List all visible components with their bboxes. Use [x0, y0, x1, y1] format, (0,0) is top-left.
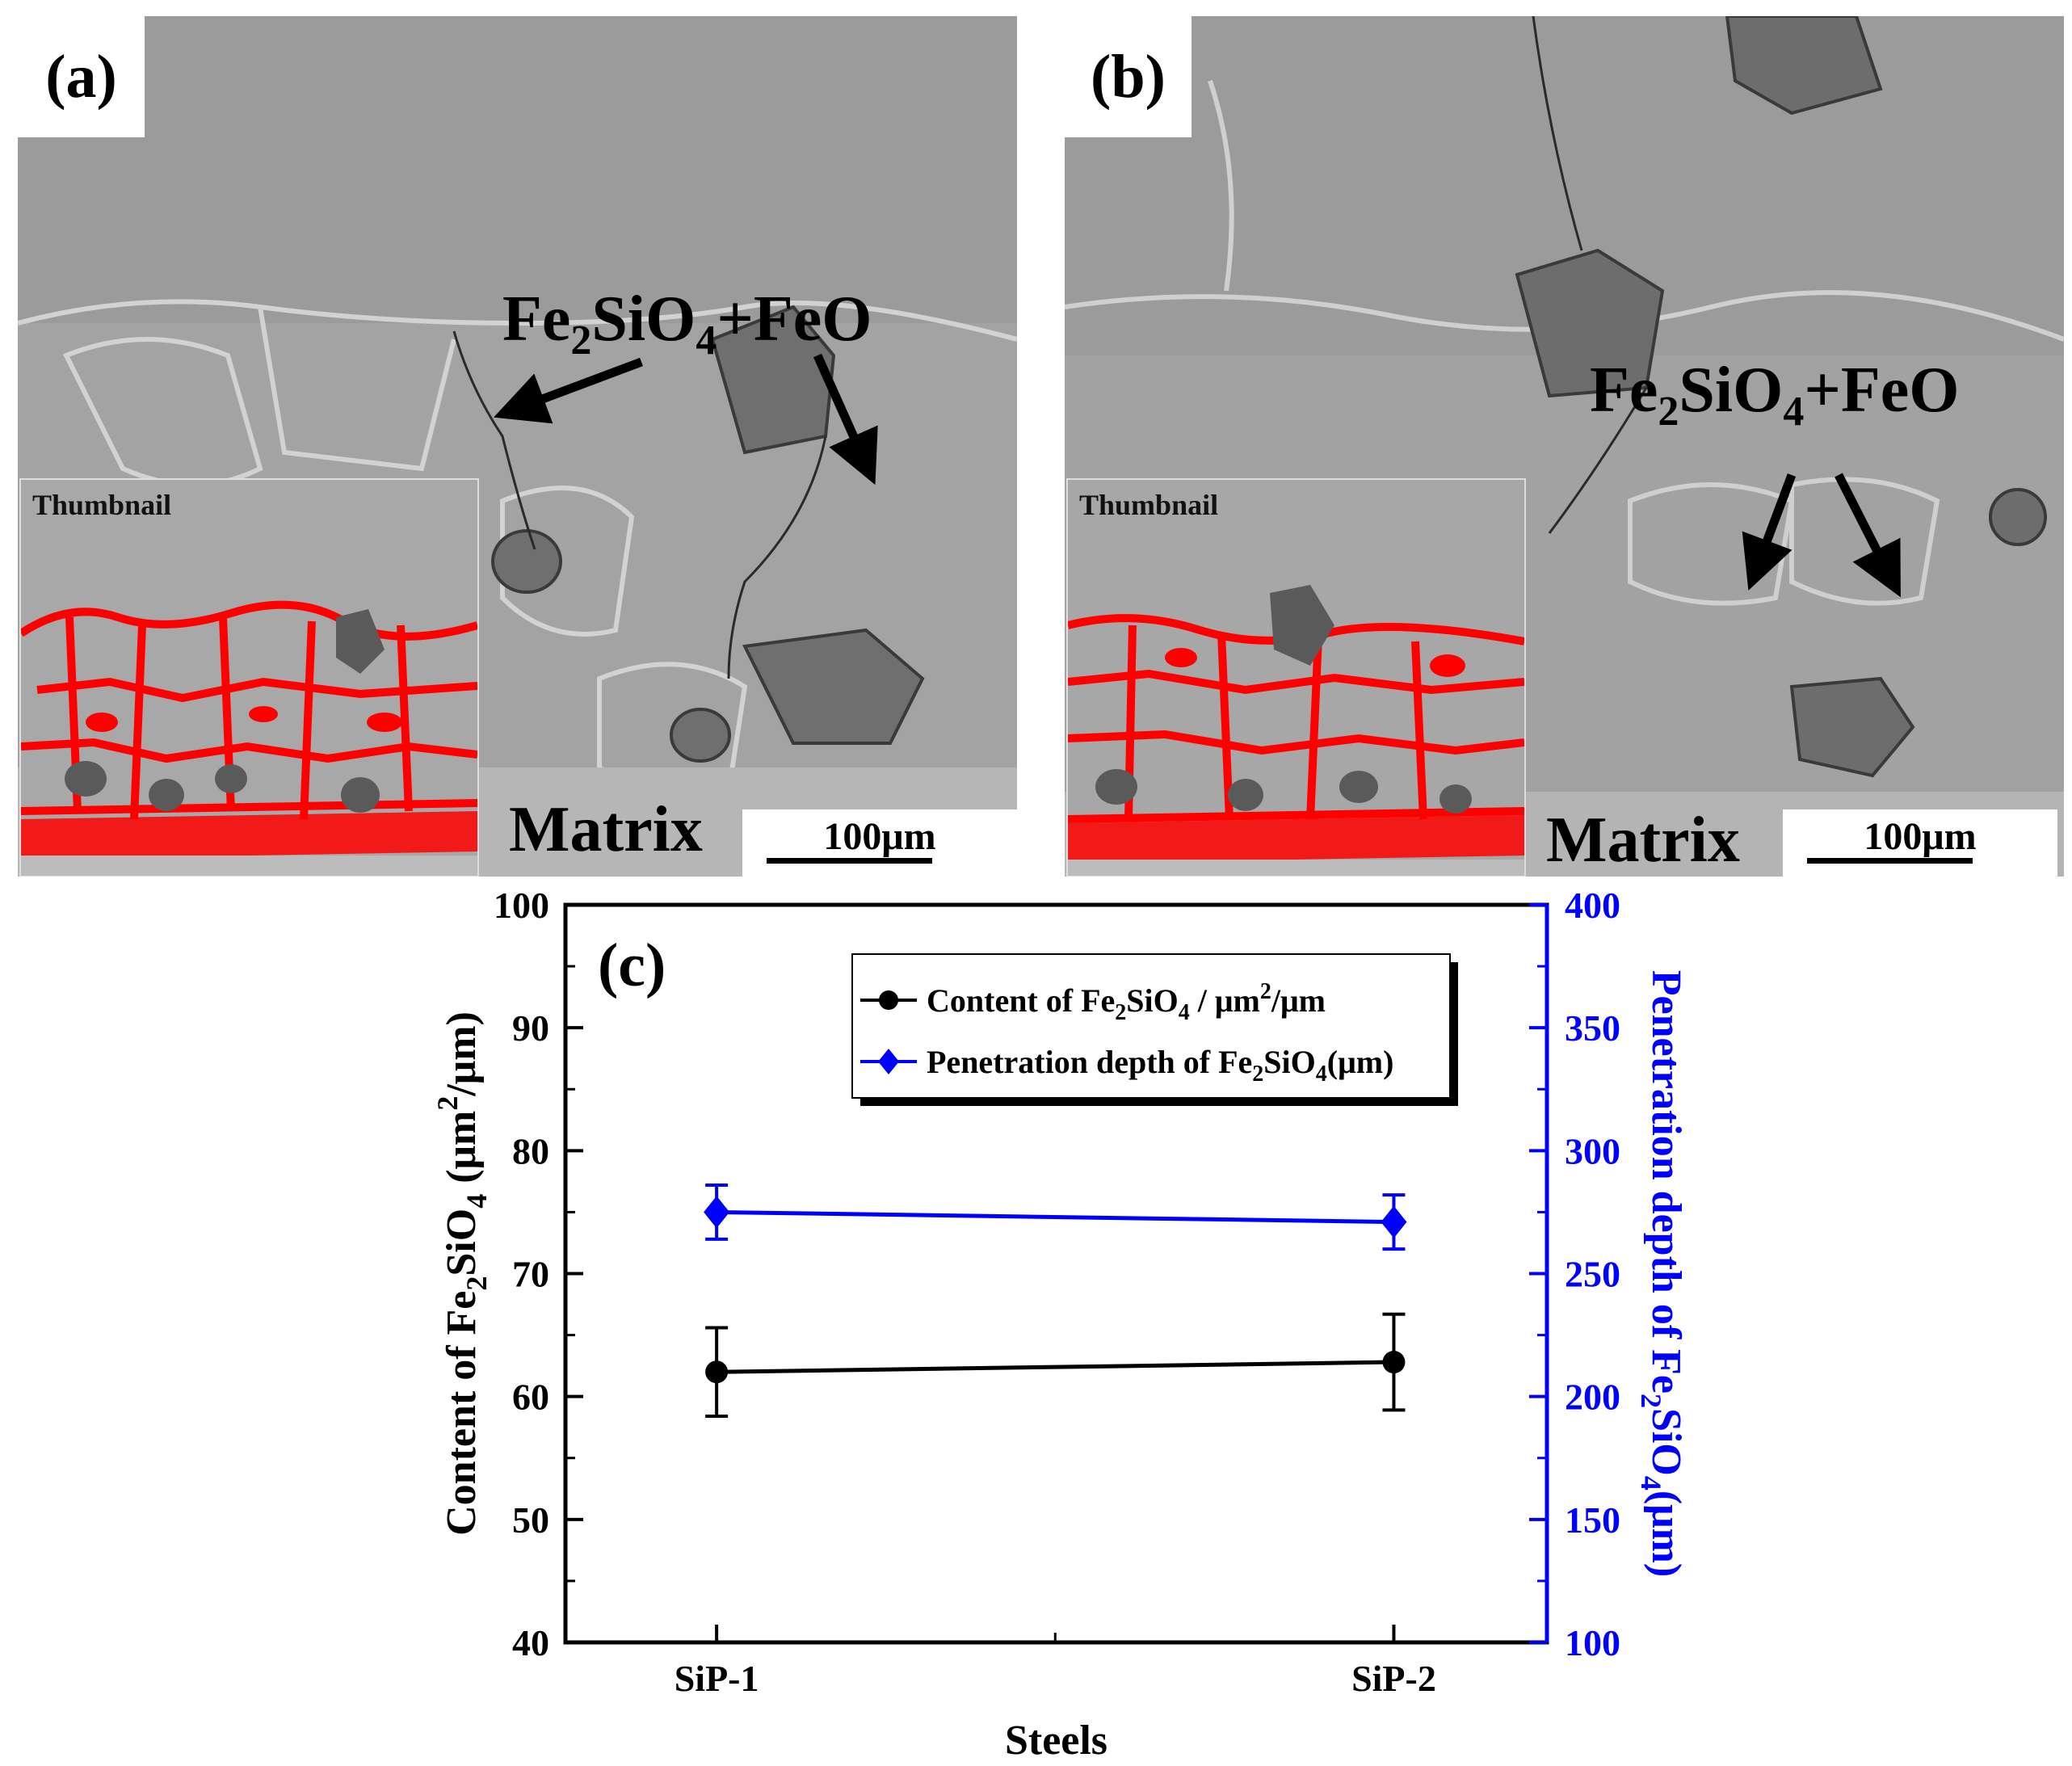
right-tick-label: 200 — [1565, 1377, 1620, 1418]
thumbnail-b: Thumbnail — [1066, 478, 1526, 877]
series-line — [717, 1209, 1394, 1225]
series-layer — [704, 1183, 1407, 1419]
scale-bar-line-a — [767, 858, 932, 864]
right-tick-label: 350 — [1565, 1007, 1620, 1049]
left-axis-ticks: 40 50 60 70 80 90 100 — [494, 885, 583, 1663]
legend-box — [851, 953, 1451, 1099]
left-tick-label: 80 — [512, 1130, 549, 1171]
left-tick-label: 60 — [512, 1377, 549, 1418]
legend-label: Penetration depth of Fe2SiO4(μm) — [927, 1044, 1393, 1087]
micrograph-a: (a) Fe2SiO4+FeO — [18, 16, 1017, 877]
data-point — [1382, 1351, 1406, 1374]
scale-bar-a: 100μm — [742, 809, 1017, 877]
data-point — [704, 1196, 730, 1229]
thumbnail-a-image — [21, 480, 477, 876]
phase-annotation-b: Fe2SiO4+FeO — [1590, 355, 1960, 435]
right-axis-title: Penetration depth of Fe2SiO4(μm) — [1635, 970, 1689, 1578]
data-point — [705, 1360, 729, 1384]
panel-label-b: (b) — [1065, 16, 1192, 137]
left-tick-label: 40 — [512, 1622, 549, 1663]
right-tick-label: 250 — [1565, 1254, 1620, 1295]
chart-c: (c) 40 50 60 70 80 90 100 100 150 200 250 300 350 40… — [431, 885, 1689, 1764]
matrix-label-b: Matrix — [1546, 805, 1740, 876]
arrows-a — [494, 353, 878, 486]
thumbnail-label-a: Thumbnail — [32, 489, 172, 521]
arrow-icon — [813, 353, 878, 486]
arrow-icon — [494, 357, 643, 424]
arrow-icon — [1742, 473, 1797, 591]
legend-marker — [878, 1049, 899, 1074]
x-axis-title: Steels — [1005, 1718, 1107, 1764]
right-tick-label: 150 — [1565, 1499, 1620, 1541]
thumbnail-a: Thumbnail — [19, 478, 479, 877]
left-tick-label: 100 — [494, 885, 549, 926]
x-axis-ticks: SiP-1 SiP-2 — [675, 1625, 1436, 1699]
right-tick-label: 100 — [1565, 1622, 1620, 1663]
scale-bar-label-a: 100μm — [823, 815, 936, 858]
arrows-b — [1742, 473, 1901, 598]
right-tick-label: 400 — [1565, 885, 1620, 926]
thumbnail-b-image — [1068, 480, 1524, 876]
micrograph-b: (b) Fe2SiO4+FeO — [1065, 16, 2064, 877]
legend-label: Content of Fe2SiO4 / μm2/μm — [927, 979, 1326, 1025]
scale-bar-b: 100μm — [1783, 809, 2057, 877]
legend: Content of Fe2SiO4 / μm2/μm Penetration d… — [851, 953, 1458, 1106]
right-axis-ticks: 100 150 200 250 300 350 400 — [1529, 885, 1620, 1663]
arrow-icon — [1835, 473, 1901, 598]
panel-label-c: (c) — [598, 931, 666, 999]
scale-bar-line-b — [1807, 858, 1973, 864]
scale-bar-label-b: 100μm — [1864, 815, 1977, 858]
left-tick-label: 70 — [512, 1254, 549, 1295]
legend-marker — [879, 990, 898, 1010]
matrix-label-a: Matrix — [509, 794, 703, 865]
panel-label-a: (a) — [18, 16, 145, 137]
x-tick-label: SiP-2 — [1351, 1658, 1436, 1699]
series-line — [717, 1360, 1394, 1374]
phase-annotation-a: Fe2SiO4+FeO — [502, 284, 872, 364]
data-point — [1381, 1205, 1407, 1238]
thumbnail-label-b: Thumbnail — [1079, 489, 1219, 521]
left-tick-label: 90 — [512, 1007, 549, 1049]
left-axis-title: Content of Fe2SiO4 (μm2/μm) — [431, 1011, 493, 1536]
left-tick-label: 50 — [512, 1499, 549, 1541]
x-tick-label: SiP-1 — [675, 1658, 759, 1699]
right-tick-label: 300 — [1565, 1130, 1620, 1171]
